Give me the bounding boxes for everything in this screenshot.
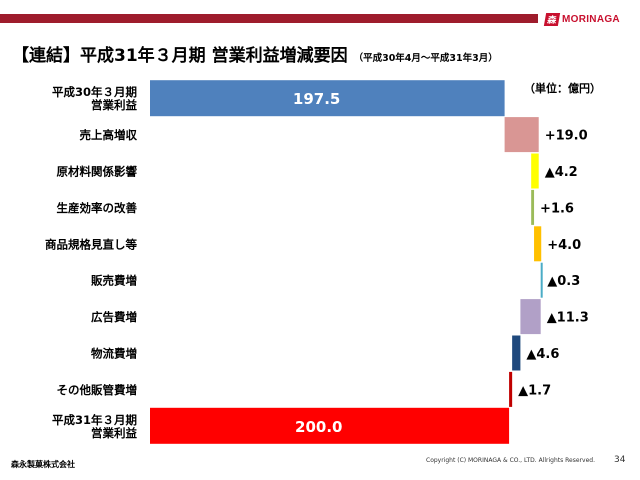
category-label: 商品規格見直し等 — [45, 237, 137, 251]
data-label: +1.6 — [540, 201, 574, 216]
waterfall-bar — [512, 335, 521, 371]
data-label: ▲4.2 — [545, 165, 578, 180]
category-label: 生産効率の改善 — [57, 201, 138, 215]
footer-company: 森永製菓株式会社 — [11, 460, 75, 469]
category-label: 平成31年３月期営業利益 — [52, 413, 138, 440]
waterfall-bar — [504, 117, 539, 153]
data-label: ▲4.6 — [526, 347, 559, 362]
waterfall-bar — [531, 189, 535, 225]
waterfall-bar — [534, 226, 542, 262]
data-label: ▲11.3 — [547, 311, 589, 326]
title-main: 【連結】平成31年３月期 営業利益増減要因 — [12, 46, 348, 66]
data-label: ▲0.3 — [547, 274, 580, 289]
waterfall-bar — [531, 153, 539, 189]
waterfall-bar — [509, 371, 513, 407]
page-number: 34 — [614, 455, 626, 465]
category-label: 広告費増 — [91, 310, 137, 324]
category-label: 原材料関係影響 — [57, 165, 138, 179]
data-label: ▲1.7 — [518, 383, 551, 398]
data-label: +4.0 — [547, 238, 581, 253]
category-label: 販売費増 — [91, 274, 137, 288]
category-label: 平成30年３月期営業利益 — [52, 85, 138, 112]
title-period: （平成30年4月～平成31年3月） — [353, 53, 498, 64]
data-label: +19.0 — [545, 129, 588, 144]
data-label: 200.0 — [295, 418, 342, 436]
category-label: 物流費増 — [91, 347, 137, 361]
morinaga-logo: 森 MORINAGA — [543, 11, 620, 27]
category-label: その他販管費増 — [57, 383, 138, 397]
waterfall-bar — [540, 262, 543, 298]
waterfall-bar — [520, 299, 541, 335]
waterfall-bar — [150, 80, 505, 117]
page-title: 【連結】平成31年３月期 営業利益増減要因 （平成30年4月～平成31年3月） — [12, 41, 498, 66]
waterfall-bar — [150, 407, 510, 444]
unit-label: （単位：億円） — [524, 82, 601, 95]
data-label: 197.5 — [293, 90, 340, 108]
copyright-text: Copyright (C) MORINAGA & CO., LTD. Allri… — [426, 457, 595, 464]
header-bar — [0, 14, 538, 23]
category-label: 売上高増収 — [80, 128, 138, 142]
logo-text: MORINAGA — [562, 13, 620, 25]
